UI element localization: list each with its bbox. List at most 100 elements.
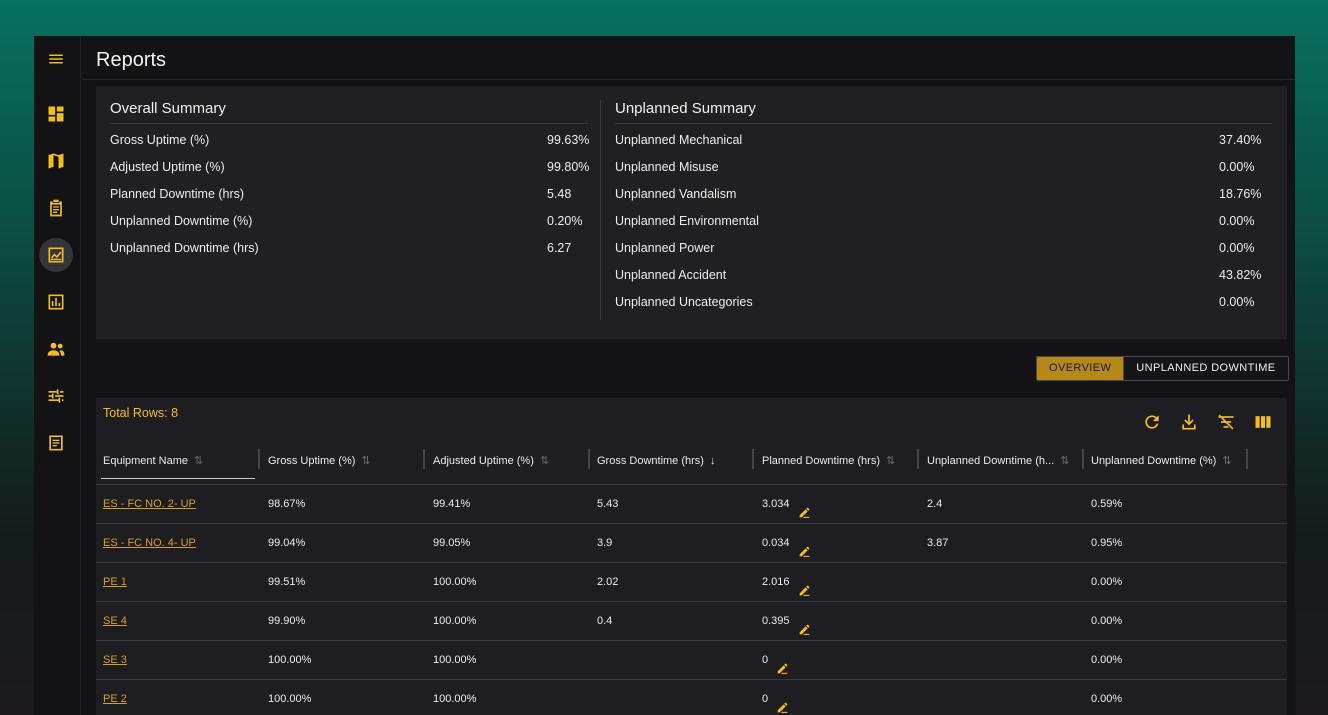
gross-downtime-cell: 2.02 [597,576,619,588]
equipment-link[interactable]: ES - FC NO. 2- UP [103,498,196,510]
column-header-label: Unplanned Downtime (h... [927,454,1055,467]
sidebar-item-notes[interactable] [39,426,73,460]
unplanned-summary-label: Unplanned Misuse [615,160,719,174]
summary-panel: Overall Summary Gross Uptime (%) 99.63% … [96,86,1287,339]
overall-summary-divider [110,123,588,124]
equipment-link[interactable]: PE 2 [103,693,127,705]
column-header-equipment-name[interactable]: Equipment Name ⇅ [103,436,203,485]
column-resize-handle[interactable] [588,449,590,469]
equipment-link[interactable]: SE 4 [103,615,127,627]
overall-summary-value: 5.48 [547,187,572,201]
summary-divider [600,100,601,320]
edit-pencil-icon[interactable] [798,497,811,518]
map-icon [48,153,64,169]
sort-icon[interactable]: ⇅ [1222,455,1232,467]
unplanned-summary-label: Unplanned Vandalism [615,187,737,201]
notes-icon [49,435,63,451]
sidebar-item-map[interactable] [39,144,73,178]
column-header-planned-downtime[interactable]: Planned Downtime (hrs) ⇅ [762,436,895,485]
page-title: Reports [96,49,167,71]
unplanned-downtime-pct-cell: 0.00% [1091,693,1123,705]
equipment-link[interactable]: PE 1 [103,576,127,588]
unplanned-downtime-pct-cell: 0.59% [1091,498,1123,510]
unplanned-summary-label: Unplanned Mechanical [615,133,743,147]
sidebar-item-settings[interactable] [39,379,73,413]
unplanned-summary-value: 0.00% [1219,160,1255,174]
unplanned-downtime-pct-cell: 0.00% [1091,576,1123,588]
planned-downtime-cell: 0 [762,654,769,666]
download-button[interactable] [1179,412,1201,434]
overall-summary-label: Adjusted Uptime (%) [110,160,225,174]
table-row[interactable]: PE 2 100.00% 100.00% 0 0.00% [96,680,1287,715]
sort-icon[interactable]: ⇅ [886,455,896,467]
clipboard-icon [50,199,62,217]
bar-chart-icon [48,294,64,310]
planned-downtime-cell: 0.395 [762,615,790,627]
edit-pencil-icon[interactable] [798,614,811,635]
unplanned-downtime-hrs-cell: 3.87 [927,537,949,549]
edit-pencil-icon[interactable] [776,653,789,674]
overall-summary-value: 99.63% [547,133,590,147]
edit-pencil-icon[interactable] [776,692,789,713]
column-resize-handle[interactable] [1082,449,1084,469]
sort-desc-icon[interactable]: ↓ [709,454,716,467]
unplanned-downtime-toggle-button[interactable]: UNPLANNED DOWNTIME [1123,357,1288,380]
edit-pencil-icon[interactable] [798,536,811,557]
refresh-button[interactable] [1142,412,1164,434]
unplanned-summary-value: 0.00% [1219,214,1255,228]
overall-summary-value: 99.80% [547,160,590,174]
sidebar-item-dashboard[interactable] [39,97,73,131]
gross-uptime-cell: 100.00% [268,654,312,666]
unplanned-summary-value: 0.00% [1219,295,1255,309]
column-header-unplanned-downtime-hrs[interactable]: Unplanned Downtime (h... ⇅ [927,436,1069,485]
columns-button[interactable] [1253,412,1275,434]
equipment-link[interactable]: ES - FC NO. 4- UP [103,537,196,549]
edit-pencil-icon[interactable] [798,575,811,596]
adjusted-uptime-cell: 100.00% [433,615,477,627]
adjusted-uptime-cell: 99.41% [433,498,471,510]
column-header-adjusted-uptime[interactable]: Adjusted Uptime (%) ⇅ [433,436,549,485]
overall-summary-value: 6.27 [547,241,572,255]
menu-icon[interactable] [39,42,73,76]
sort-icon[interactable]: ⇅ [539,455,550,467]
column-header-gross-downtime[interactable]: Gross Downtime (hrs) ↓ [597,436,715,485]
overall-summary-label: Unplanned Downtime (%) [110,214,253,228]
column-resize-handle[interactable] [1246,449,1248,469]
sort-icon[interactable]: ⇅ [361,455,371,467]
planned-downtime-cell: 3.034 [762,498,790,510]
unplanned-summary-value: 0.00% [1219,241,1255,255]
table-header: Equipment Name ⇅ Gross Uptime (%) ⇅ Adjust… [96,436,1287,485]
overall-summary-title: Overall Summary [110,100,226,117]
table-row[interactable]: ES - FC NO. 2- UP 98.67% 99.41% 5.43 3.0… [96,485,1287,524]
sidebar-item-analytics[interactable] [39,238,73,272]
unplanned-summary-value: 37.40% [1219,133,1262,147]
adjusted-uptime-cell: 100.00% [433,654,477,666]
overview-toggle-button[interactable]: OVERVIEW [1037,357,1124,380]
users-icon [47,342,65,356]
column-resize-handle[interactable] [258,449,260,469]
column-resize-handle[interactable] [917,449,919,469]
total-rows-count: Total Rows: 8 [103,406,179,420]
column-header-unplanned-downtime-pct[interactable]: Unplanned Downtime (%) ⇅ [1091,436,1232,485]
sidebar-item-bar-chart[interactable] [39,285,73,319]
sidebar [34,36,81,715]
sidebar-item-clipboard[interactable] [39,191,73,225]
table-row[interactable]: ES - FC NO. 4- UP 99.04% 99.05% 3.9 0.03… [96,524,1287,563]
gross-uptime-cell: 99.04% [268,537,306,549]
clear-filter-button[interactable] [1216,412,1238,434]
sidebar-item-users[interactable] [39,332,73,366]
table-row[interactable]: SE 3 100.00% 100.00% 0 0.00% [96,641,1287,680]
sort-icon[interactable]: ⇅ [194,455,204,467]
column-resize-handle[interactable] [423,449,425,469]
planned-downtime-cell: 0.034 [762,537,790,549]
equipment-link[interactable]: SE 3 [103,654,127,666]
column-resize-handle[interactable] [752,449,754,469]
table-row[interactable]: PE 1 99.51% 100.00% 2.02 2.016 0.00% [96,563,1287,602]
sort-icon[interactable]: ⇅ [1060,455,1070,467]
overall-summary-value: 0.20% [547,214,583,228]
unplanned-summary-value: 43.82% [1219,268,1262,282]
table-row[interactable]: SE 4 99.90% 100.00% 0.4 0.395 0.00% [96,602,1287,641]
overall-summary-label: Gross Uptime (%) [110,133,210,147]
adjusted-uptime-cell: 100.00% [433,576,477,588]
column-header-gross-uptime[interactable]: Gross Uptime (%) ⇅ [268,436,371,485]
